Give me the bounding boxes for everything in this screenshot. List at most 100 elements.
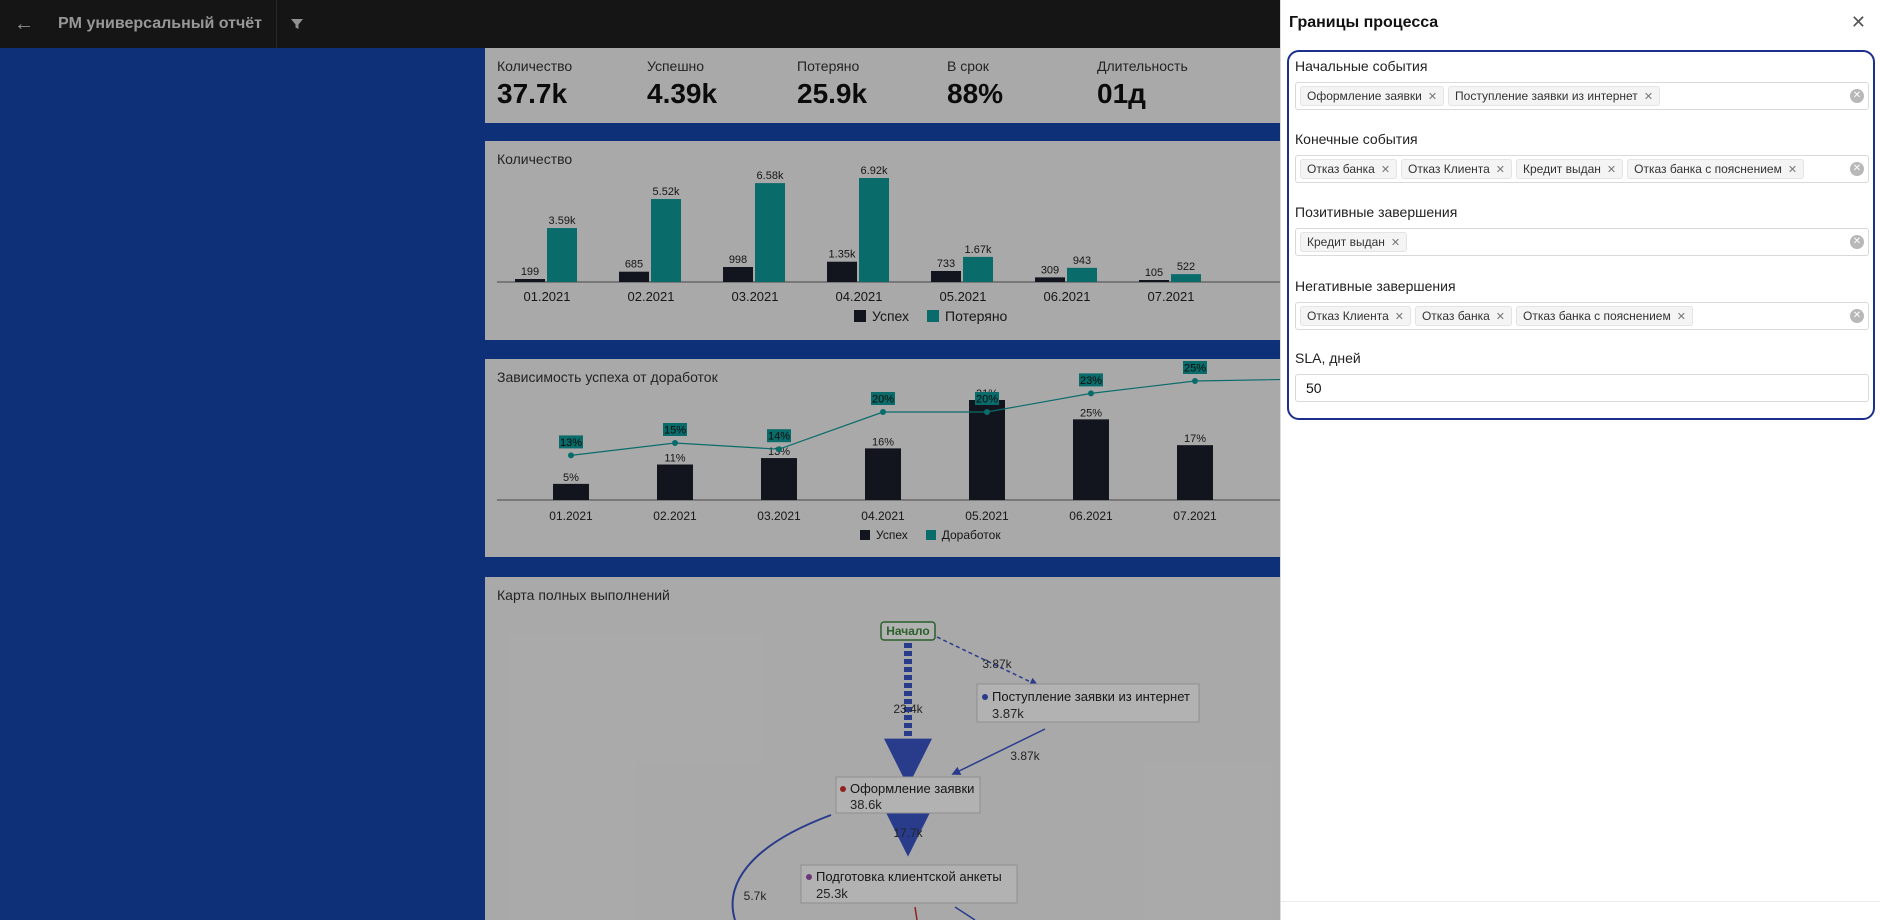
data-label: 685 (625, 259, 643, 271)
data-label: 5% (563, 472, 579, 484)
remove-tag-icon[interactable]: ✕ (1643, 90, 1654, 103)
start-events-select[interactable]: Оформление заявки ✕ Поступление заявки из… (1295, 82, 1869, 110)
data-label: 943 (1073, 255, 1091, 267)
negative-endings-field: Негативные завершения Отказ Клиента ✕ Отк… (1295, 278, 1869, 330)
sla-value[interactable]: 50 (1306, 380, 1322, 396)
x-tick-label: 06.2021 (1044, 289, 1091, 304)
bar-lost (859, 178, 889, 282)
start-events-field: Начальные события Оформление заявки ✕ Пос… (1295, 58, 1869, 110)
remove-tag-icon[interactable]: ✕ (1394, 310, 1404, 323)
data-label-bg (975, 392, 999, 405)
bar-success (1073, 419, 1109, 500)
chart-title: Зависимость успеха от доработок (497, 369, 718, 385)
start-node[interactable]: Начало (880, 621, 936, 641)
clear-icon[interactable]: ✕ (1850, 235, 1864, 249)
remove-tag-icon[interactable]: ✕ (1606, 163, 1617, 176)
kpi-duration: Длительность 01д (1097, 58, 1188, 110)
close-icon[interactable]: ✕ (1850, 12, 1866, 32)
x-tick-label: 04.2021 (836, 289, 883, 304)
edge-start-internet[interactable] (936, 636, 1039, 686)
tag-start-event: Оформление заявки ✕ (1300, 86, 1445, 106)
legend-item-lost: Потеряно (927, 308, 1007, 324)
remove-tag-icon[interactable]: ✕ (1787, 163, 1798, 176)
data-label: 199 (521, 266, 539, 278)
data-label: 6.92k (861, 165, 888, 177)
point-rework (776, 446, 782, 453)
x-tick-label: 03.2021 (757, 509, 801, 523)
node-internet-application[interactable]: Поступление заявки из интернет 3.87k (976, 683, 1200, 723)
data-label: 11% (664, 453, 685, 465)
point-rework (984, 409, 990, 415)
data-label-bg (559, 435, 583, 449)
data-label-bg (1079, 373, 1103, 387)
remove-tag-icon[interactable]: ✕ (1676, 310, 1686, 323)
clear-icon[interactable]: ✕ (1850, 162, 1864, 176)
tag-end-event: Кредит выдан ✕ (1516, 159, 1624, 179)
remove-tag-icon[interactable]: ✕ (1495, 163, 1505, 176)
negative-endings-select[interactable]: Отказ Клиента ✕ Отказ банка ✕ Отказ банка … (1295, 302, 1869, 330)
data-label-bg (663, 423, 687, 436)
kpi-value: 88% (947, 78, 1004, 109)
x-tick-label: 03.2021 (732, 289, 779, 304)
node-order-application[interactable]: Оформление заявки 38.6k (835, 776, 981, 814)
x-tick-label: 02.2021 (628, 289, 675, 304)
field-label: Конечные события (1295, 131, 1418, 147)
back-arrow-icon[interactable]: ← (14, 12, 34, 35)
svg-text:Поступление заявки из интернет: Поступление заявки из интернет (992, 689, 1190, 704)
remove-tag-icon[interactable]: ✕ (1380, 163, 1391, 176)
end-events-select[interactable]: Отказ банка ✕ Отказ Клиента ✕ Кредит выдан… (1295, 155, 1869, 183)
kpi-lost: Потеряно 25.9k (797, 58, 867, 110)
field-label: Позитивные завершения (1295, 204, 1458, 220)
divider (275, 0, 277, 48)
kpi-value: 25.9k (797, 78, 868, 109)
point-rework (568, 452, 574, 459)
data-label: 5.52k (653, 186, 680, 198)
data-label: 1.67k (965, 244, 992, 256)
point-rework (1192, 378, 1198, 384)
edge-order-loop[interactable] (731, 814, 832, 920)
remove-tag-icon[interactable]: ✕ (1390, 236, 1401, 249)
data-label: 6.58k (757, 170, 784, 182)
boundaries-form: Начальные события Оформление заявки ✕ Пос… (1287, 50, 1875, 420)
x-tick-label: 01.2021 (524, 289, 571, 304)
tag-end-event: Отказ банка ✕ (1300, 159, 1398, 179)
kpi-value: 37.7k (497, 78, 568, 109)
tag-end-event: Отказ банка с пояснением ✕ (1627, 159, 1805, 179)
kpi-value: 01д (1097, 78, 1146, 109)
bar-success (723, 267, 753, 282)
x-tick-label: 05.2021 (965, 509, 1009, 523)
data-label: 522 (1177, 261, 1195, 273)
node-client-questionnaire[interactable]: Подготовка клиентской анкеты 25.3k (800, 864, 1018, 904)
x-tick-label: 05.2021 (940, 289, 987, 304)
kpi-label: Количество (497, 58, 573, 74)
edge-label: 3.87k (1010, 749, 1040, 763)
bar-success (969, 400, 1005, 500)
chart-title: Карта полных выполнений (497, 587, 670, 603)
chart-legend: Успех Потеряно (854, 308, 1007, 324)
svg-text:38.6k: 38.6k (850, 797, 882, 812)
kpi-label: Успешно (647, 58, 705, 74)
bar-lost (1067, 267, 1097, 282)
data-label: 15% (664, 425, 686, 437)
kpi-on-time: В срок 88% (947, 58, 1003, 110)
bar-lost (651, 199, 681, 282)
edge-internet-order[interactable] (951, 728, 1046, 775)
sla-field: SLA, дней 50 (1295, 350, 1869, 402)
filter-icon[interactable] (277, 0, 317, 48)
end-events-field: Конечные события Отказ банка ✕ Отказ Клие… (1295, 131, 1869, 183)
bar-lost (755, 183, 785, 282)
success-dependency-chart: 5%01.202111%02.202113%03.202116%04.20213… (497, 361, 1880, 523)
remove-tag-icon[interactable]: ✕ (1427, 90, 1438, 103)
clear-icon[interactable]: ✕ (1850, 309, 1864, 323)
data-label: 20% (976, 394, 998, 406)
positive-endings-select[interactable]: Кредит выдан ✕ ✕ (1295, 228, 1869, 256)
kpi-count: Количество 37.7k (497, 58, 572, 110)
count-bar-chart: 199 3.59k 01.2021 685 5.52k 02.2021 998 6.58k 03… (497, 165, 1880, 304)
remove-tag-icon[interactable]: ✕ (1495, 310, 1505, 323)
bar-success (931, 270, 961, 282)
clear-icon[interactable]: ✕ (1850, 89, 1864, 103)
modal-backdrop[interactable] (0, 0, 1280, 920)
sla-days-input[interactable]: 50 (1295, 374, 1869, 402)
data-label-bg (767, 429, 791, 443)
x-tick-label: 02.2021 (653, 509, 697, 523)
